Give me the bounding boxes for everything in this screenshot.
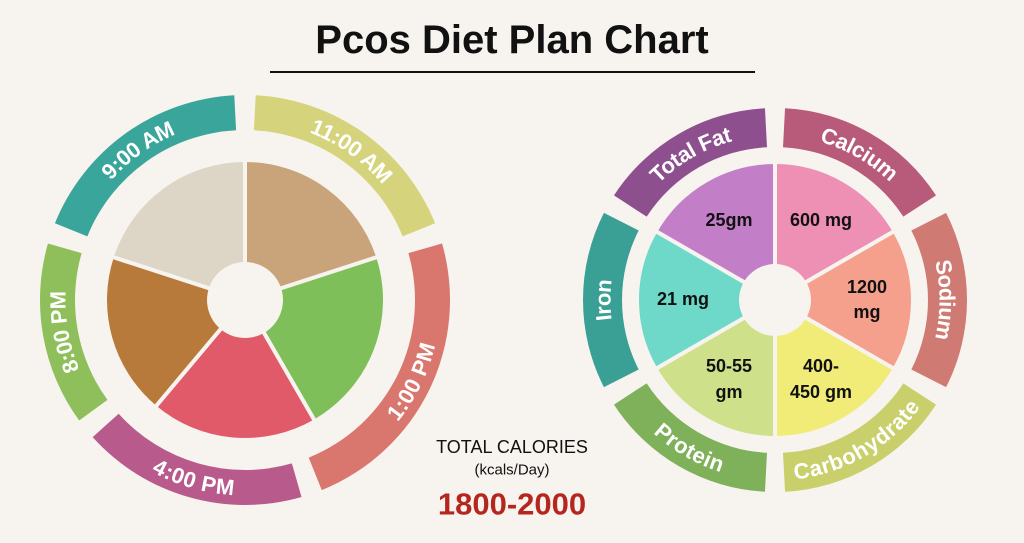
- food-photo: [152, 296, 318, 442]
- nutrient-wedge: [773, 296, 898, 441]
- meal-ring-segment: [39, 243, 108, 421]
- nutrient-ring-segment: [783, 108, 937, 217]
- food-photo: [109, 157, 247, 303]
- nutrient-amount: 21 mg: [656, 289, 710, 310]
- nutrient-amount: 400-450 gm: [789, 356, 853, 402]
- nutrient-amount: 1200 mg: [846, 276, 888, 322]
- nutrient-wedge: [635, 228, 780, 372]
- nutrient-wedge: [652, 159, 777, 304]
- nutrient-ring-segment: [583, 212, 639, 388]
- nutrient-wedge: [770, 228, 915, 372]
- nutrient-ring-segment: [783, 383, 937, 492]
- center-hole: [207, 262, 283, 338]
- nutrient-wedge: [773, 159, 898, 304]
- nutrient-wedge: [652, 296, 777, 441]
- nutrient-amount: 600 mg: [789, 209, 853, 230]
- calories-value: 1800-2000: [438, 487, 586, 522]
- center-hole: [739, 264, 811, 336]
- meal-ring-segment: [253, 95, 436, 237]
- calories-unit: (kcals/Day): [474, 462, 549, 479]
- nutrient-ring-segment: [613, 383, 767, 492]
- calories-label: TOTAL CALORIES: [436, 437, 588, 457]
- nutrient-name: Sodium: [931, 258, 960, 343]
- meal-ring-segment: [54, 95, 237, 237]
- nutrient-name-text: Sodium: [931, 258, 960, 343]
- nutrient-amount: 50-55 gm: [705, 356, 753, 402]
- food-photo: [243, 157, 381, 303]
- nutrient-amount: 25gm: [705, 209, 753, 230]
- title: Pcos Diet Plan Chart: [315, 18, 708, 62]
- nutrient-ring-segment: [613, 108, 767, 217]
- nutrient-ring-segment: [911, 212, 967, 388]
- nutrient-name-text: Iron: [590, 278, 616, 322]
- meal-ring-segment: [92, 413, 302, 505]
- meal-ring-segment: [308, 243, 451, 491]
- nutrient-name: Iron: [590, 278, 616, 322]
